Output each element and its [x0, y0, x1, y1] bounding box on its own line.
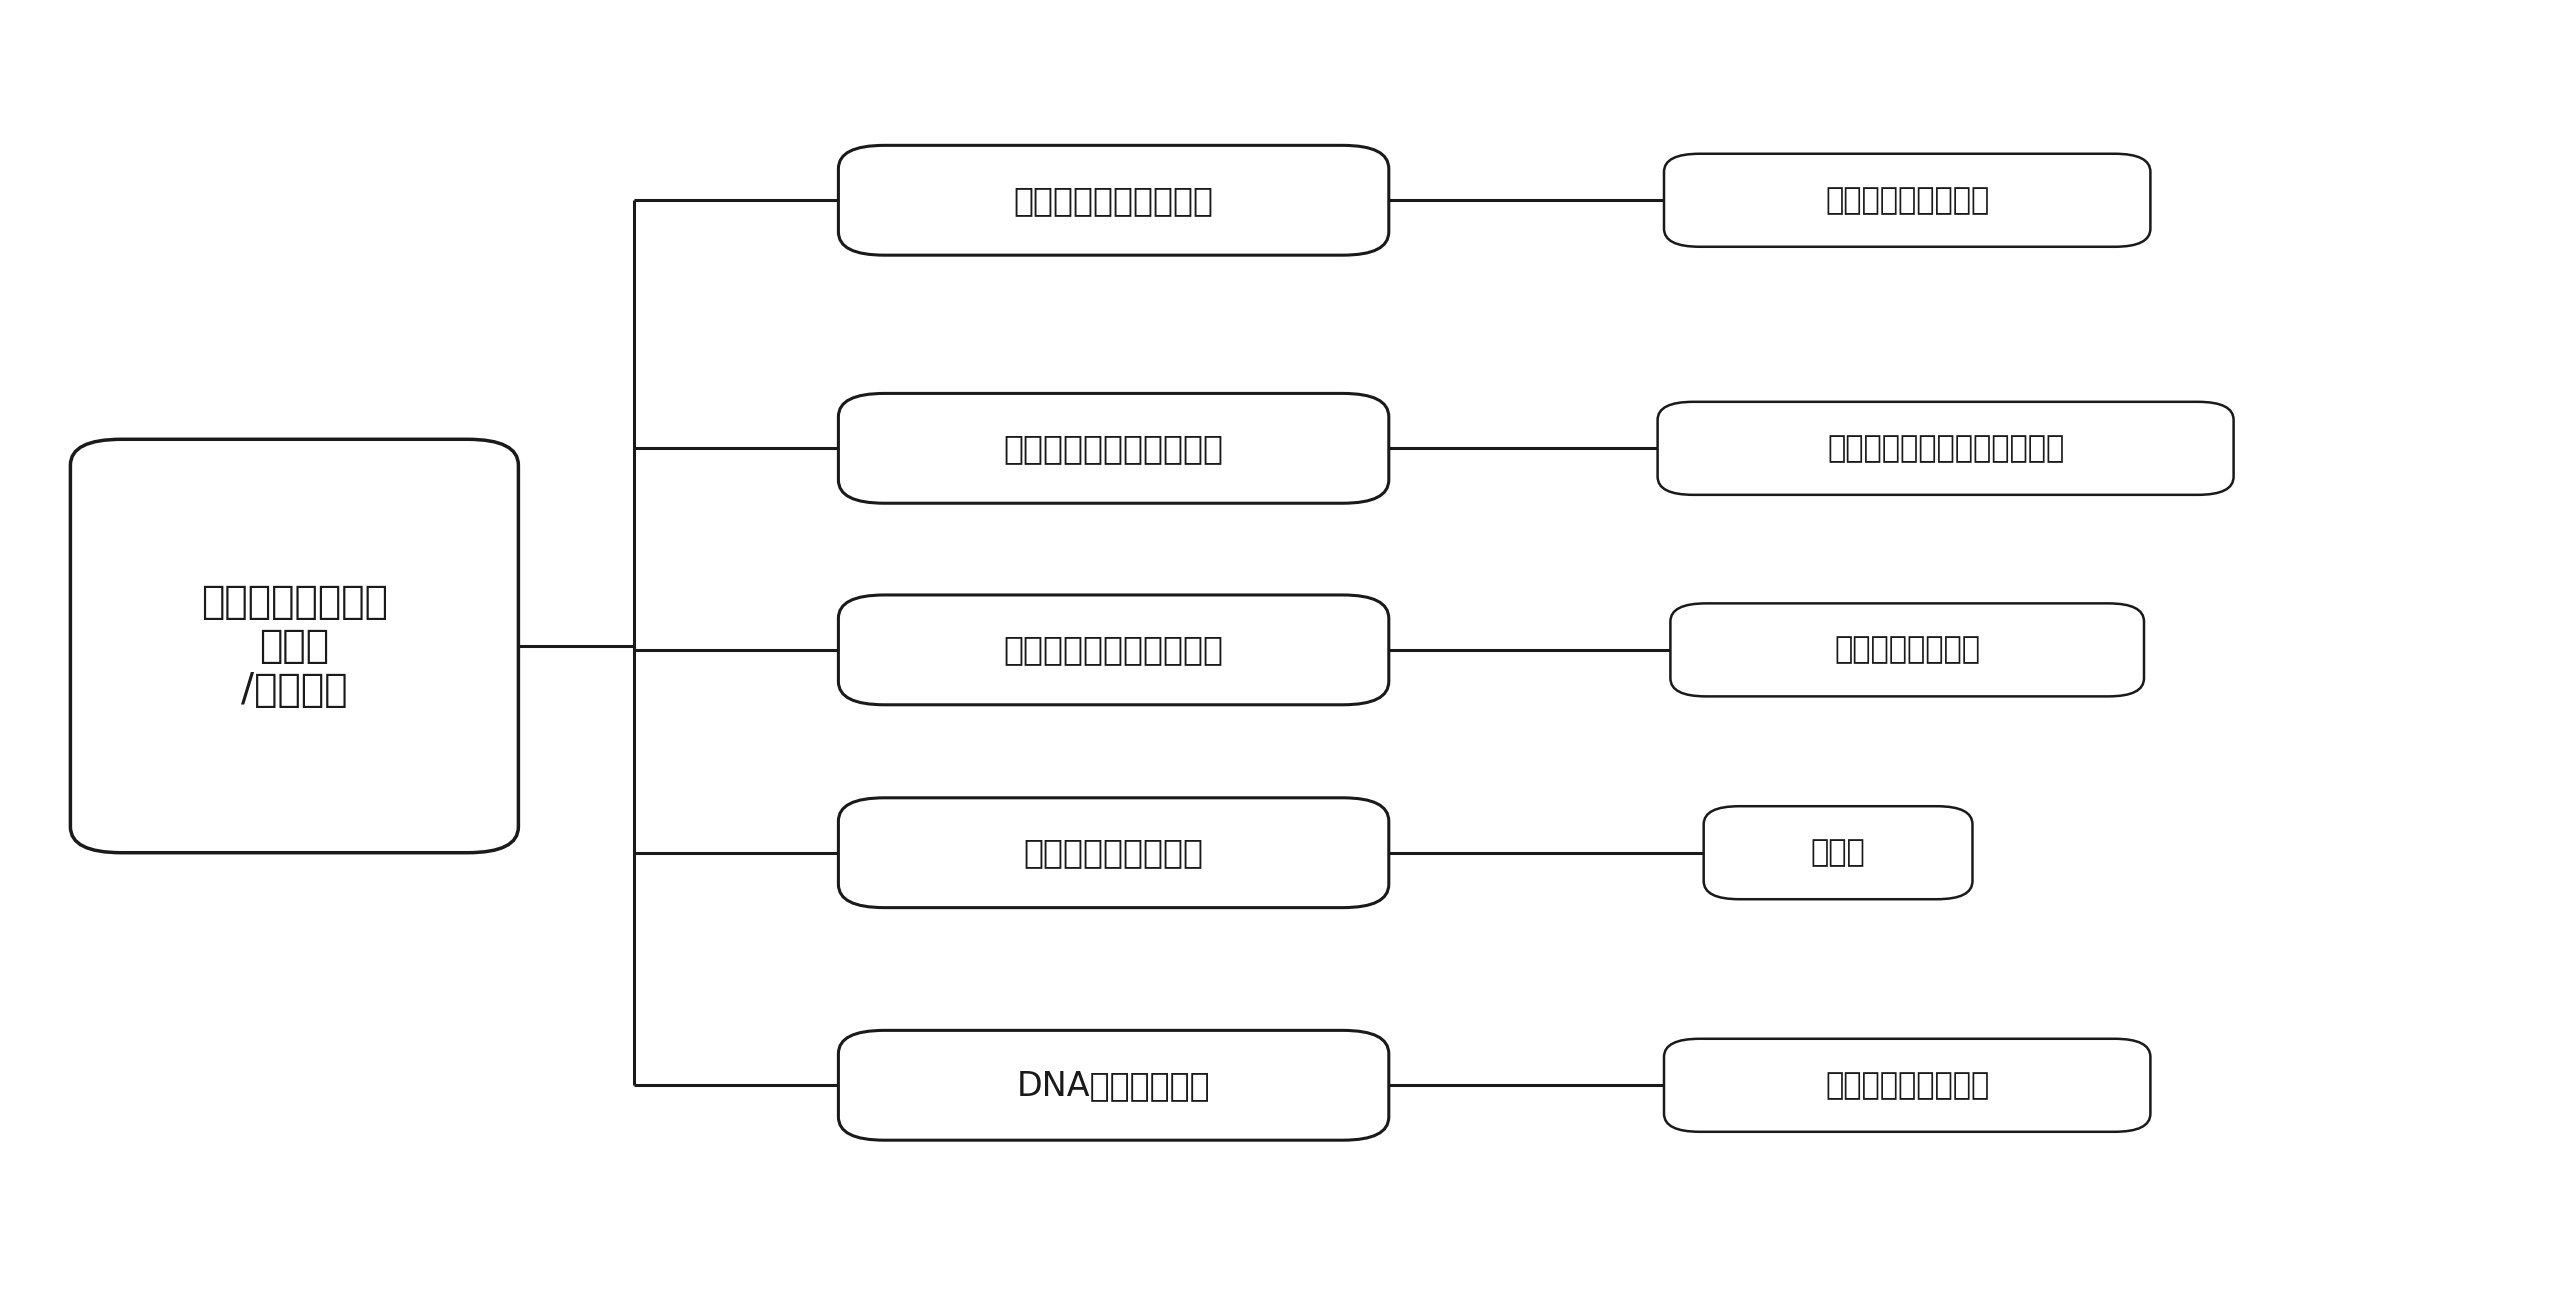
- FancyBboxPatch shape: [840, 594, 1388, 704]
- Text: 氟尿嘧啶、卡培他滨、替吉奥: 氟尿嘧啶、卡培他滨、替吉奥: [1828, 434, 2063, 463]
- FancyBboxPatch shape: [1664, 1039, 2150, 1132]
- Text: 胸腺核苷酸合成酶抑制剂: 胸腺核苷酸合成酶抑制剂: [1004, 432, 1224, 465]
- Text: 阿糖胞苷、吉西他滨: 阿糖胞苷、吉西他滨: [1825, 1071, 1989, 1099]
- Text: 羟基脲: 羟基脲: [1810, 839, 1866, 867]
- FancyBboxPatch shape: [1669, 603, 2145, 696]
- FancyBboxPatch shape: [840, 797, 1388, 907]
- FancyBboxPatch shape: [840, 1031, 1388, 1140]
- Text: 巯嘌呤、硫鸟嘌呤: 巯嘌呤、硫鸟嘌呤: [1833, 636, 1981, 664]
- FancyBboxPatch shape: [840, 393, 1388, 503]
- Text: 核苷酸还原酶抑制剂: 核苷酸还原酶抑制剂: [1024, 836, 1203, 870]
- FancyBboxPatch shape: [1705, 806, 1974, 899]
- FancyBboxPatch shape: [840, 146, 1388, 256]
- FancyBboxPatch shape: [72, 439, 520, 853]
- FancyBboxPatch shape: [1664, 154, 2150, 247]
- Text: 嘌呤核苷酸合成酶抑制剂: 嘌呤核苷酸合成酶抑制剂: [1004, 633, 1224, 667]
- Text: 二氢叶酸还原酶抑制剂: 二氢叶酸还原酶抑制剂: [1014, 183, 1213, 217]
- Text: 甲氨蝶呤、培美曲塞: 甲氨蝶呤、培美曲塞: [1825, 186, 1989, 214]
- Text: 干扰核酸生物合成
的药物
/抗代谢药: 干扰核酸生物合成 的药物 /抗代谢药: [200, 583, 389, 709]
- FancyBboxPatch shape: [1659, 402, 2232, 495]
- Text: DNA多聚酶抑制剂: DNA多聚酶抑制剂: [1016, 1068, 1211, 1102]
